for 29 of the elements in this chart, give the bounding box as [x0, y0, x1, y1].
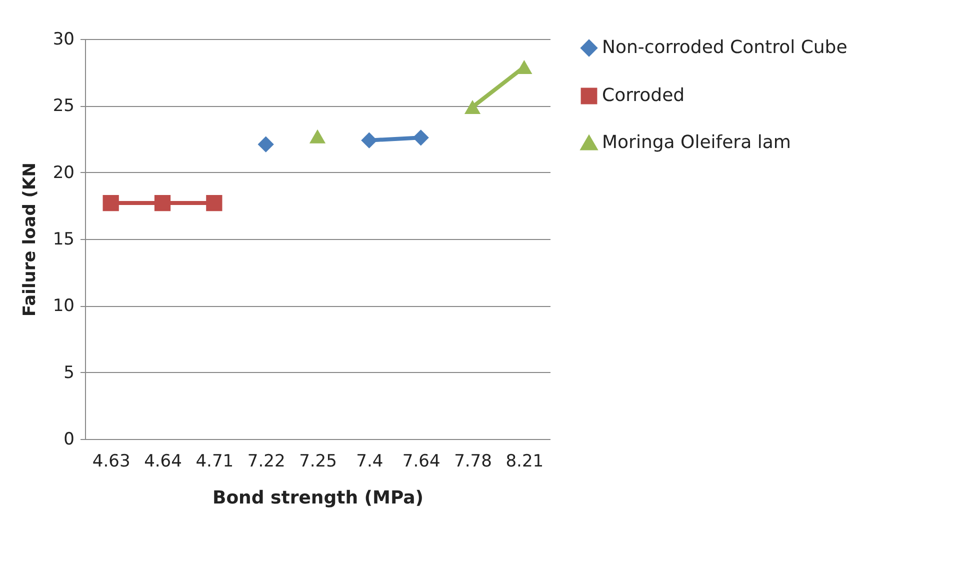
y-tick-label: 10 [52, 296, 74, 316]
x-axis-title: Bond strength (MPa) [212, 488, 424, 508]
point [412, 130, 429, 146]
point [154, 194, 171, 212]
x-tick-label: 4.71 [196, 452, 234, 472]
point [361, 132, 378, 148]
x-tick-label: 7.78 [454, 452, 492, 472]
legend-label: Non-corroded Control Cube [602, 37, 848, 58]
y-tick-label: 25 [52, 96, 74, 116]
y-tick-label: 0 [64, 430, 74, 450]
y-tick-label: 5 [64, 362, 74, 383]
y-tick-label: 15 [52, 230, 74, 250]
point [102, 194, 119, 212]
x-tick-label: 7.22 [247, 452, 286, 472]
x-tick-label: 7.4 [356, 452, 384, 472]
y-tick-label: 30 [52, 30, 74, 50]
point [206, 194, 222, 212]
x-tick-label: 7.64 [402, 452, 440, 472]
y-axis-title: Failure load (KN [20, 162, 40, 316]
point [309, 129, 326, 144]
x-tick-label: 4.63 [92, 452, 130, 472]
point [464, 100, 481, 114]
x-tick-label: 4.64 [144, 452, 182, 472]
y-tick-label: 20 [52, 162, 74, 183]
legend-label: Corroded [602, 85, 685, 106]
point [258, 136, 274, 152]
x-tick-label: 7.25 [299, 452, 337, 472]
legend-label: Moringa Oleifera lam [602, 132, 791, 153]
x-tick-label: 8.21 [506, 452, 544, 472]
